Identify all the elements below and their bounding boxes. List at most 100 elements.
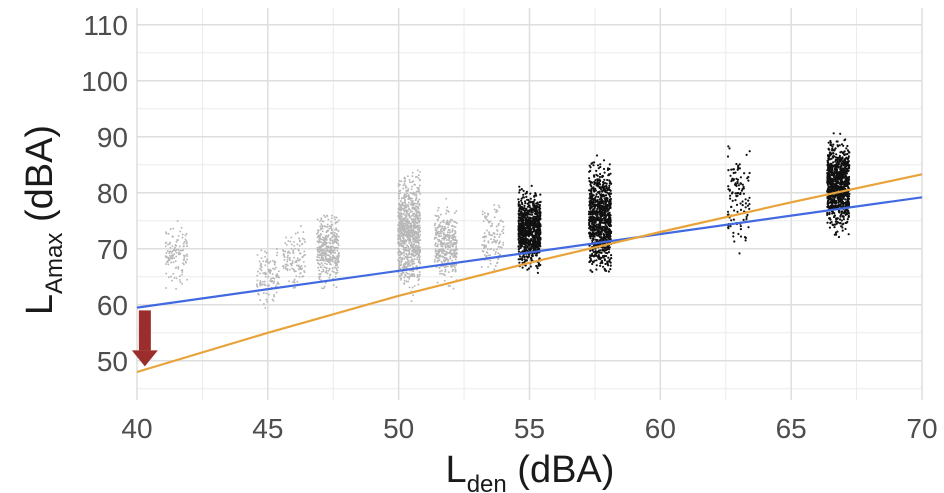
data-point xyxy=(525,238,528,241)
data-point xyxy=(182,263,185,266)
data-point xyxy=(296,243,299,246)
data-point xyxy=(434,242,437,245)
data-point xyxy=(411,175,414,178)
data-point xyxy=(293,244,296,247)
data-point xyxy=(332,284,335,287)
data-point xyxy=(319,232,322,235)
data-point xyxy=(317,262,319,265)
data-point xyxy=(489,220,492,223)
data-point xyxy=(419,217,422,220)
data-point xyxy=(320,222,323,225)
data-point xyxy=(337,244,340,247)
data-point xyxy=(284,267,287,270)
data-point xyxy=(333,266,336,269)
data-point xyxy=(337,253,340,256)
data-point xyxy=(589,269,592,272)
data-point xyxy=(526,205,530,208)
data-point xyxy=(748,171,751,175)
data-point xyxy=(316,250,319,253)
data-point xyxy=(323,262,326,265)
data-point xyxy=(517,210,521,213)
data-point xyxy=(413,275,416,278)
data-point xyxy=(286,256,289,259)
data-point xyxy=(840,192,843,195)
data-point xyxy=(444,266,446,269)
data-point xyxy=(607,256,610,259)
data-point xyxy=(830,182,834,185)
data-point xyxy=(732,231,735,234)
data-point xyxy=(524,236,527,239)
data-point xyxy=(261,283,264,286)
data-point xyxy=(529,265,532,268)
data-point xyxy=(286,258,289,261)
data-point xyxy=(484,216,487,219)
data-point xyxy=(533,227,536,230)
data-point xyxy=(609,192,613,195)
data-point xyxy=(539,263,542,267)
data-point xyxy=(412,294,415,297)
data-point xyxy=(317,254,320,257)
data-point xyxy=(828,226,832,229)
data-point xyxy=(830,157,833,160)
data-point xyxy=(325,260,328,263)
data-point xyxy=(316,218,319,221)
data-point xyxy=(282,249,284,252)
data-point xyxy=(398,180,401,183)
data-point xyxy=(277,282,280,285)
data-point xyxy=(444,270,447,273)
data-point xyxy=(835,153,838,156)
data-point xyxy=(832,143,835,146)
data-point xyxy=(834,195,837,198)
data-point xyxy=(502,241,505,244)
data-point xyxy=(178,278,181,281)
data-point xyxy=(437,206,440,209)
data-point xyxy=(277,281,279,284)
data-point xyxy=(834,233,837,236)
data-point xyxy=(739,192,742,195)
data-point xyxy=(532,234,536,238)
data-point xyxy=(263,280,266,283)
data-point xyxy=(446,231,449,234)
data-point xyxy=(524,230,527,233)
data-point xyxy=(502,243,505,246)
data-point xyxy=(417,200,420,203)
data-point xyxy=(328,268,331,270)
data-point xyxy=(439,248,442,251)
data-point xyxy=(335,227,338,230)
data-point xyxy=(608,188,611,191)
data-point xyxy=(496,239,499,242)
data-point xyxy=(737,232,740,236)
data-point xyxy=(596,179,599,182)
data-point xyxy=(527,248,531,251)
data-point xyxy=(179,281,182,283)
data-point xyxy=(410,243,413,246)
data-point xyxy=(331,267,334,270)
data-point xyxy=(435,249,437,252)
data-point xyxy=(609,180,612,183)
data-point xyxy=(400,212,403,215)
data-point xyxy=(493,204,496,206)
data-point xyxy=(827,165,830,168)
data-point xyxy=(537,248,541,251)
data-point xyxy=(397,267,400,270)
data-point xyxy=(169,228,172,230)
data-point xyxy=(835,173,838,176)
data-point xyxy=(525,217,528,220)
data-point xyxy=(845,191,849,194)
data-point xyxy=(597,250,600,253)
data-point xyxy=(845,221,848,224)
data-point xyxy=(175,287,178,290)
data-point xyxy=(517,250,521,253)
data-point xyxy=(496,229,499,232)
data-point xyxy=(450,249,453,252)
data-point xyxy=(418,259,421,262)
data-point xyxy=(410,232,412,235)
data-point xyxy=(536,201,539,204)
data-point xyxy=(416,214,419,217)
data-point xyxy=(301,267,304,270)
data-point xyxy=(185,240,188,242)
data-point xyxy=(407,222,410,225)
data-point xyxy=(411,233,414,236)
data-point xyxy=(397,253,400,256)
data-point xyxy=(439,221,442,224)
